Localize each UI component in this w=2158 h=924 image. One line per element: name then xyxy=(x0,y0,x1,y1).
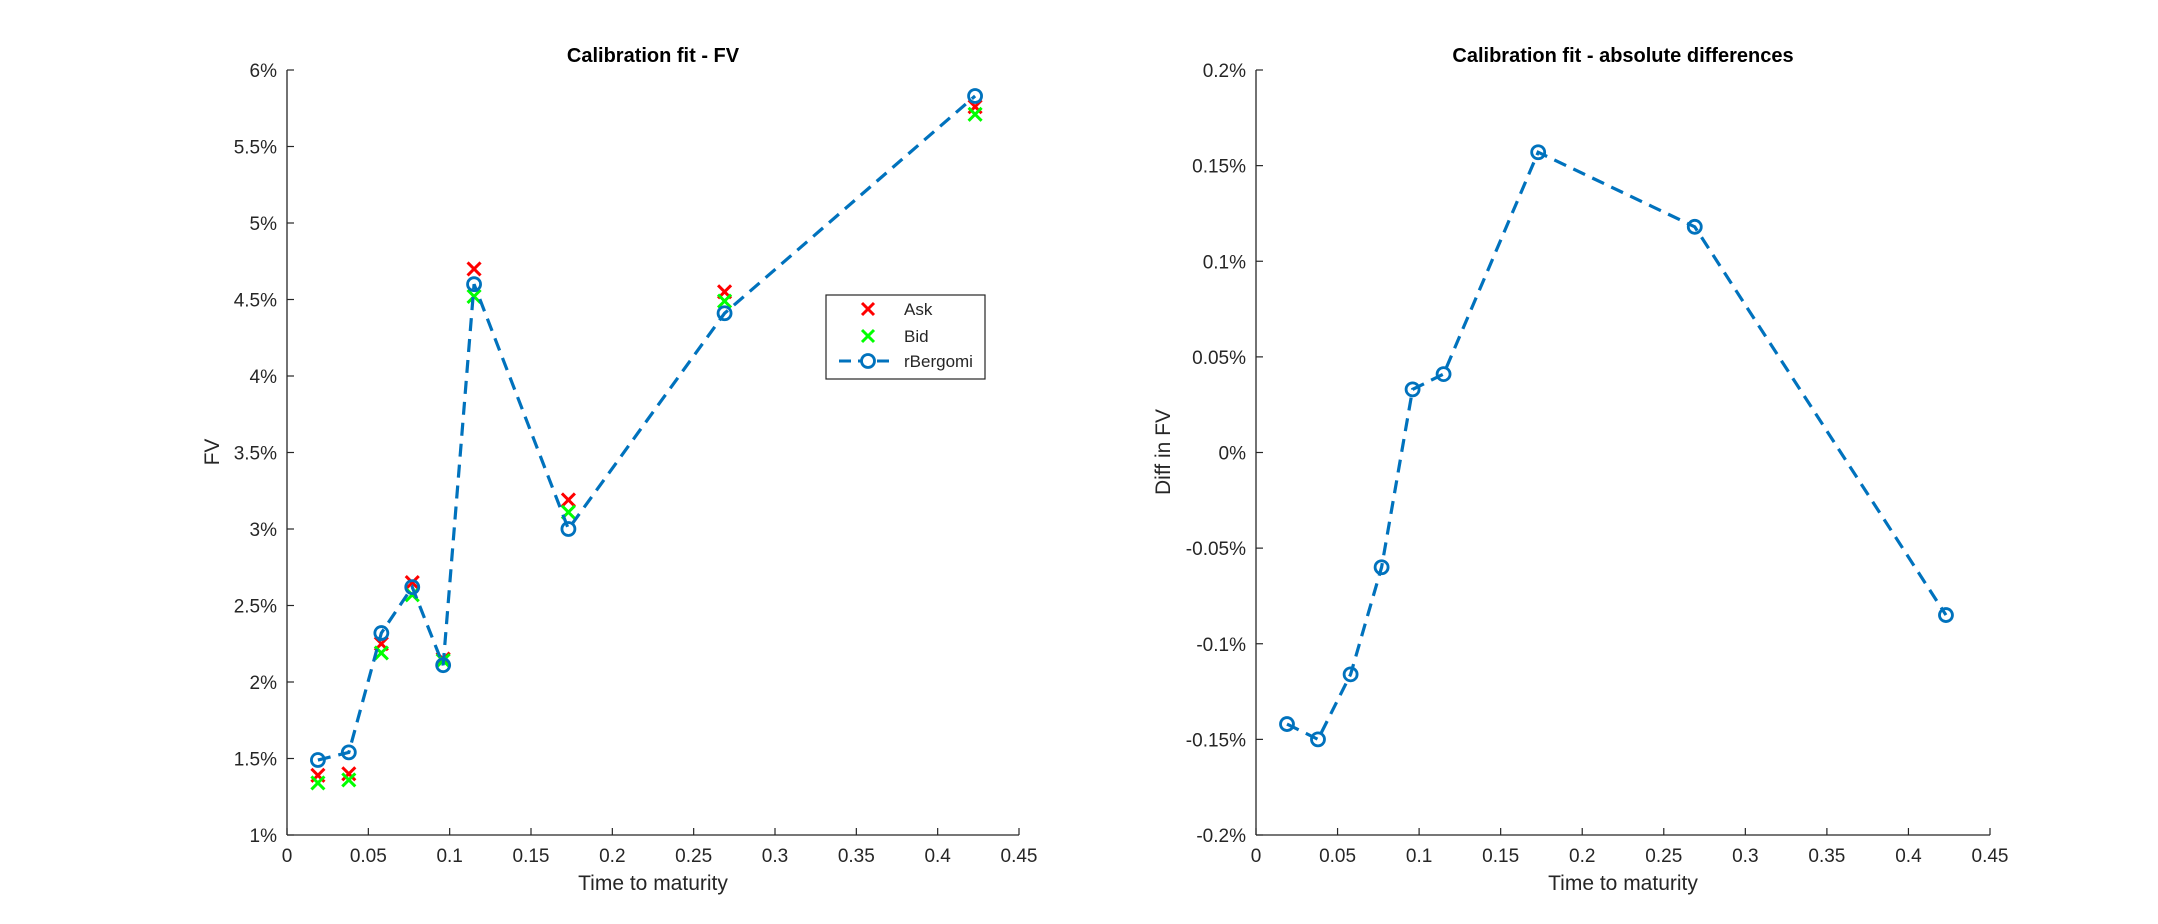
chart-1-ytick-label: 4% xyxy=(250,367,278,388)
chart-2-xtick-label: 0.15 xyxy=(1482,846,1519,867)
chart-2-ylabel: Diff in FV xyxy=(1152,409,1175,495)
chart-1-xtick-label: 0.35 xyxy=(838,846,875,867)
chart-2-ytick-label: 0.15% xyxy=(1192,157,1246,178)
chart-calibration-fit-diff: Calibration fit - absolute differences T… xyxy=(1152,45,2008,895)
chart-2-ytick-label: 0.1% xyxy=(1203,252,1246,273)
chart-1-rbergomi-point xyxy=(310,752,326,768)
chart-1-ytick-label: 1% xyxy=(250,826,278,847)
chart-2-title: Calibration fit - absolute differences xyxy=(1452,45,1793,67)
chart-2-diff-point xyxy=(1686,218,1703,235)
chart-2-ytick-label: -0.2% xyxy=(1196,826,1246,847)
chart-2-xtick-label: 0.25 xyxy=(1645,846,1682,867)
chart-1-xtick-label: 0.45 xyxy=(1001,846,1038,867)
chart-1-legend: Ask Bid rBergomi xyxy=(825,294,986,380)
legend-rbergomi-marker xyxy=(860,353,876,369)
chart-1-rbergomi-line xyxy=(317,94,977,762)
chart-1-rbergomi-point xyxy=(340,744,357,761)
chart-2-xtick-label: 0 xyxy=(1251,846,1262,867)
chart-1-ylabel: FV xyxy=(201,439,224,466)
chart-1-title: Calibration fit - FV xyxy=(567,45,740,67)
chart-1-xtick-label: 0.15 xyxy=(513,846,550,867)
chart-2-diff-point xyxy=(1373,559,1390,576)
chart-1-bid-point xyxy=(341,772,357,788)
chart-1-rbergomi-point xyxy=(967,88,983,104)
chart-2-diff-line xyxy=(1286,150,1948,742)
chart-1-ask-point xyxy=(341,766,357,782)
chart-1-ytick-label: 3.5% xyxy=(234,444,277,465)
chart-2-axes xyxy=(1255,70,1990,836)
legend-bid-label: Bid xyxy=(904,327,929,346)
chart-2-xtick-label: 0.4 xyxy=(1895,846,1922,867)
chart-1-ytick-label: 2% xyxy=(250,673,278,694)
chart-2-ytick-label: -0.1% xyxy=(1196,635,1246,656)
chart-1-xtick-label: 0.05 xyxy=(350,846,387,867)
chart-2-ytick-label: -0.05% xyxy=(1186,539,1246,560)
chart-2-ytick-label: -0.15% xyxy=(1186,730,1246,751)
chart-1-bid-point xyxy=(967,106,983,122)
chart-1-ytick-label: 6% xyxy=(250,61,278,82)
chart-2-diff-point xyxy=(1342,666,1359,683)
chart-1-rbergomi-point xyxy=(716,305,733,322)
chart-2-xtick-label: 0.35 xyxy=(1808,846,1845,867)
legend-rbergomi-label: rBergomi xyxy=(904,352,973,371)
chart-2-diff-point xyxy=(1279,716,1295,732)
chart-1-bid-point xyxy=(373,645,389,661)
chart-1-ytick-label: 4.5% xyxy=(234,291,277,312)
chart-2-xtick-label: 0.45 xyxy=(1972,846,2009,867)
chart-1-rbergomi-point xyxy=(560,521,577,537)
chart-1-xtick-label: 0.2 xyxy=(599,846,625,867)
chart-1-xtick-label: 0 xyxy=(282,846,293,867)
chart-1-rbergomi-point xyxy=(373,625,390,641)
chart-1-xtick-label: 0.3 xyxy=(762,846,788,867)
chart-calibration-fit-fv: Calibration fit - FV Time to maturity FV… xyxy=(201,45,1037,895)
chart-1-ask-point xyxy=(404,574,420,591)
chart-2-diff-point xyxy=(1404,381,1421,398)
chart-1-ytick-label: 5.5% xyxy=(234,138,277,159)
legend-ask-label: Ask xyxy=(904,300,933,319)
chart-1-axes xyxy=(286,70,1019,836)
chart-1-xtick-label: 0.25 xyxy=(675,846,712,867)
chart-2-diff-point xyxy=(1530,144,1547,161)
chart-2-ytick-label: 0% xyxy=(1219,444,1247,465)
chart-2-ytick-label: 0.05% xyxy=(1192,348,1246,369)
chart-1-rbergomi-point xyxy=(466,276,482,293)
chart-1-bid-point xyxy=(310,775,326,791)
chart-1-bid-point xyxy=(717,293,733,309)
chart-2-xtick-label: 0.2 xyxy=(1569,846,1595,867)
chart-1-bid-point xyxy=(466,288,482,305)
chart-1-xlabel: Time to maturity xyxy=(578,872,728,895)
chart-1-ytick-label: 2.5% xyxy=(234,597,277,618)
chart-2-xtick-label: 0.1 xyxy=(1406,846,1432,867)
chart-1-xtick-label: 0.4 xyxy=(924,846,951,867)
chart-1-rbergomi-point xyxy=(404,579,421,596)
chart-1-ytick-label: 5% xyxy=(250,214,278,235)
chart-2-ytick-label: 0.2% xyxy=(1203,61,1246,82)
chart-1-xtick-label: 0.1 xyxy=(436,846,462,867)
chart-2-xtick-label: 0.3 xyxy=(1732,846,1758,867)
chart-2-xtick-label: 0.05 xyxy=(1319,846,1356,867)
chart-2-diff-point xyxy=(1435,366,1452,382)
chart-1-ytick-label: 1.5% xyxy=(234,750,277,771)
chart-2-xlabel: Time to maturity xyxy=(1548,872,1698,895)
chart-2-diff-point xyxy=(1938,607,1954,623)
chart-1-ytick-label: 3% xyxy=(250,520,278,541)
chart-1-rbergomi-point xyxy=(435,657,452,674)
chart-2-diff-point xyxy=(1310,731,1326,748)
chart-1-ask-point xyxy=(560,492,576,508)
chart-1-ask-point xyxy=(466,261,482,277)
